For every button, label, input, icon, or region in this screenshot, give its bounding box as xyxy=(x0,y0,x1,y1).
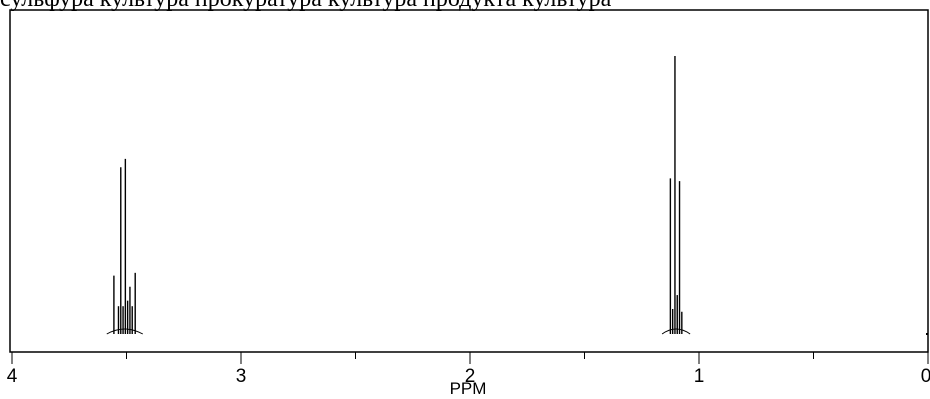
x-tick-label: 1 xyxy=(694,366,705,387)
x-axis-title: PPM xyxy=(450,379,487,398)
x-tick-labels: 4 3 2 1 0 xyxy=(7,366,930,387)
clipped-header-text: сульфура культура прокуратура культура п… xyxy=(0,0,930,11)
x-tick-label: 2 xyxy=(465,366,476,387)
x-tick-label: 3 xyxy=(236,366,247,387)
axis-ticks xyxy=(11,352,929,364)
spectrum-peaks xyxy=(106,56,928,335)
plot-frame xyxy=(9,9,929,353)
multiplet-base xyxy=(661,328,691,335)
baseline-dot xyxy=(926,333,928,335)
x-tick-label: 4 xyxy=(7,366,18,387)
x-tick-label: 0 xyxy=(921,366,930,387)
